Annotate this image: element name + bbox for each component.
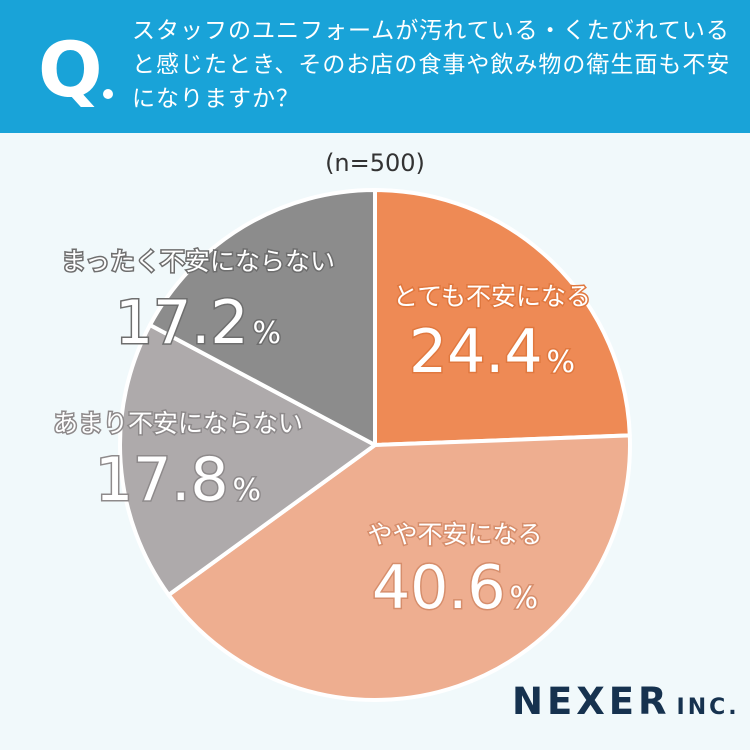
- q-mark-icon: Q: [38, 25, 113, 114]
- logo-suffix: INC.: [676, 695, 740, 720]
- pie-slices: [118, 188, 632, 702]
- sample-size-label: (n=500): [325, 149, 425, 177]
- slice-label: あまり不安にならない: [53, 409, 303, 438]
- slice-label: とても不安になる: [393, 282, 591, 311]
- logo-name: NEXER: [512, 680, 671, 723]
- question-text: スタッフのユニフォームが汚れている・くたびれていると感じたとき、そのお店の食事や…: [132, 18, 731, 112]
- slice-value-label: 24.4%: [409, 317, 575, 387]
- slice-value-number: 24.4: [409, 317, 543, 387]
- question-header: Q スタッフのユニフォームが汚れている・くたびれていると感じたとき、そのお店の食…: [0, 0, 750, 133]
- slice-value-unit: %: [233, 473, 262, 508]
- slice-value-unit: %: [547, 345, 576, 380]
- slice-somewhat-anxious: [166, 433, 632, 702]
- slice-not-very-anxious: [118, 322, 377, 597]
- slice-value-unit: %: [253, 316, 282, 351]
- slice-value-unit: %: [510, 581, 539, 616]
- q-letter: Q: [38, 25, 103, 114]
- nexer-logo: NEXER INC.: [512, 680, 740, 728]
- slice-value-label: 17.8%: [95, 445, 261, 515]
- slice-very-anxious: [373, 188, 632, 447]
- slice-value-label: 40.6%: [372, 553, 538, 623]
- slice-value-number: 17.8: [95, 445, 229, 515]
- pie-labels: とても不安になる 24.4 % やや不安になる 40.6 % あまり不安にならない 17.8%…: [51, 246, 592, 625]
- slice-label: やや不安になる: [367, 520, 542, 549]
- slice-not-anxious-at-all: [148, 188, 377, 447]
- slice-value-number: 40.6: [372, 553, 506, 623]
- q-dot: [103, 89, 113, 99]
- slice-value-label: 17.2%: [115, 288, 281, 358]
- slice-value-number: 17.2: [115, 288, 249, 358]
- slice-label: まったく不安にならない: [61, 247, 335, 276]
